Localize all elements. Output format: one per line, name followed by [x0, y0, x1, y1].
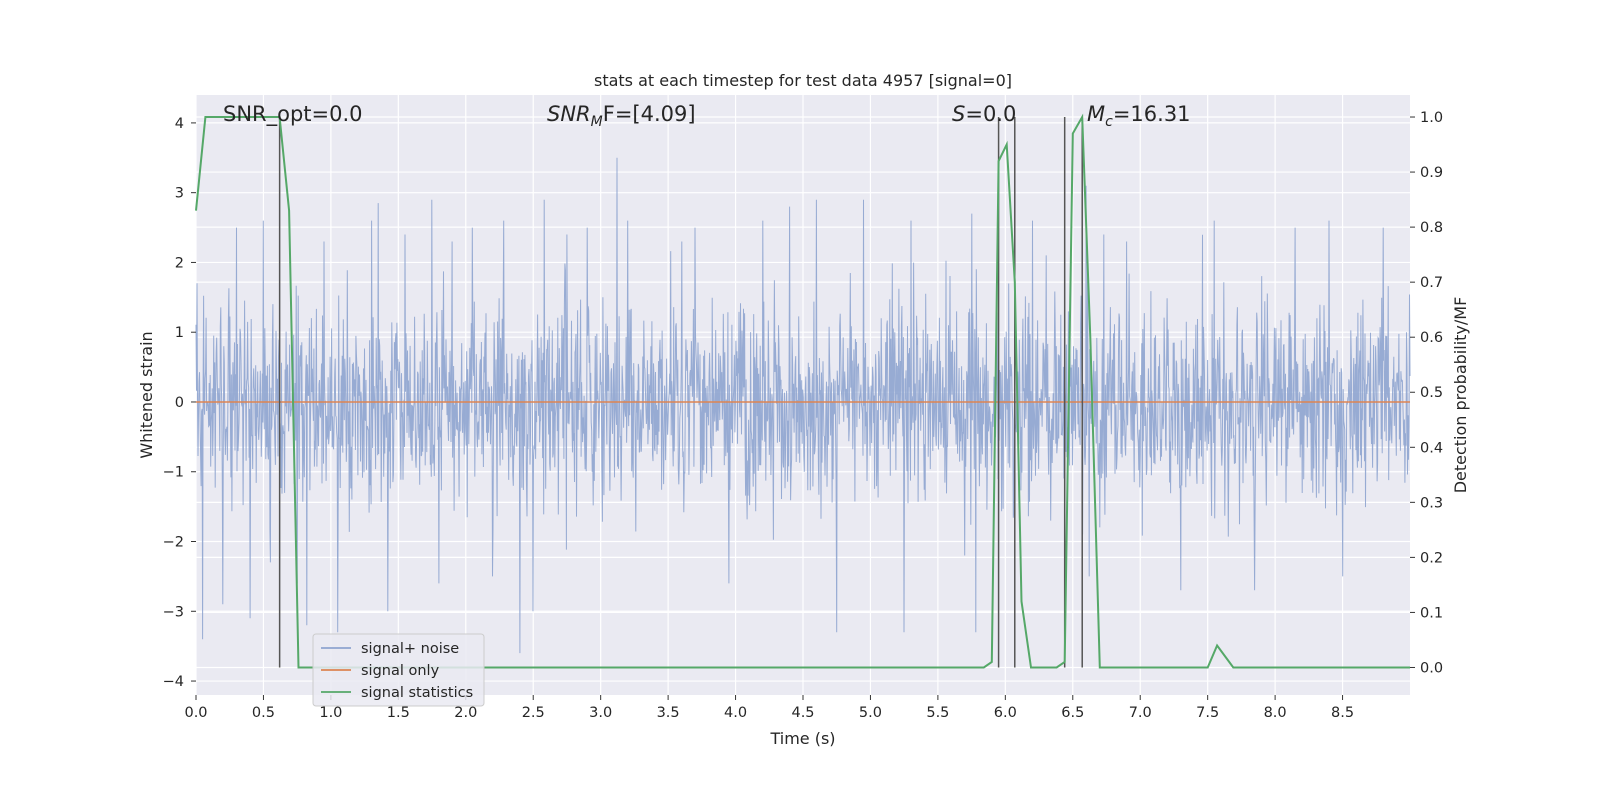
y-right-tick-label: 0.5 [1420, 385, 1443, 401]
x-tick-label: 1.5 [387, 705, 410, 721]
x-tick-label: 5.0 [859, 705, 882, 721]
y-tick-label: −1 [163, 465, 184, 481]
x-tick-label: 0.5 [252, 705, 275, 721]
x-tick-label: 8.0 [1264, 705, 1287, 721]
x-tick-label: 2.5 [522, 705, 545, 721]
y-tick-label: 1 [175, 325, 184, 341]
y-right-tick-label: 0.7 [1420, 275, 1443, 291]
y-right-tick-label: 1.0 [1420, 110, 1443, 126]
y-right-tick-label: 0.2 [1420, 550, 1443, 566]
y-axis-label: Whitened strain [137, 331, 156, 458]
x-tick-label: 3.5 [657, 705, 680, 721]
annotation-snr-mf: SNRMF=[4.09] [547, 102, 696, 130]
annotation-mc: Mc=16.31 [1087, 102, 1191, 130]
annotation-s-value: =0.0 [965, 102, 1016, 126]
line-signal-noise [195, 157, 1411, 654]
annotation-mc-sub: c [1105, 114, 1113, 130]
y-right-tick-label: 0.1 [1420, 605, 1443, 621]
y-tick-label: 3 [175, 186, 184, 202]
x-tick-label: 5.5 [926, 705, 949, 721]
chart-title: stats at each timestep for test data 495… [594, 71, 1012, 90]
annotation-snr-opt: SNR_opt=0.0 [223, 102, 363, 127]
x-tick-label: 0.0 [184, 705, 207, 721]
y-right-tick-label: 0.9 [1420, 165, 1443, 181]
x-tick-label: 4.5 [791, 705, 814, 721]
x-tick-label: 1.0 [319, 705, 342, 721]
annotation-s: S=0.0 [952, 102, 1016, 126]
x-tick-label: 3.0 [589, 705, 612, 721]
annotation-mc-value: =16.31 [1113, 102, 1191, 126]
series-signal-noise [195, 157, 1411, 654]
x-tick-label: 6.5 [1061, 705, 1084, 721]
y-tick-label: −4 [163, 674, 184, 690]
annotation-s-label: S [952, 102, 965, 126]
axes: 0.0 0.5 1.0 1.5 2.0 2.5 3.0 3.5 4.0 4.5 5.0 5.5 6.0 6… [163, 110, 1443, 721]
x-tick-label: 6.0 [994, 705, 1017, 721]
y-tick-label: −3 [163, 604, 184, 620]
annotation-mc-label: M [1087, 102, 1105, 126]
annotation-snr-mf-label: SNR [547, 102, 591, 126]
x-tick-label: 7.0 [1129, 705, 1152, 721]
x-tick-label: 8.5 [1331, 705, 1354, 721]
legend-label-signal-statistics: signal statistics [361, 685, 473, 701]
x-tick-label: 4.0 [724, 705, 747, 721]
legend-label-signal-noise: signal+ noise [361, 641, 459, 657]
y-right-tick-label: 0.6 [1420, 330, 1443, 346]
y-right-tick-label: 0.0 [1420, 660, 1443, 676]
x-tick-label: 2.0 [454, 705, 477, 721]
y-tick-label: −2 [163, 535, 184, 551]
series-signal-statistics [195, 113, 1410, 669]
y-right-tick-label: 0.3 [1420, 495, 1443, 511]
marker-lines [278, 117, 1083, 668]
y-tick-label: 2 [175, 255, 184, 271]
y-right-tick-label: 0.4 [1420, 440, 1443, 456]
legend-label-signal-only: signal only [361, 663, 440, 679]
x-axis-label: Time (s) [769, 729, 835, 748]
annotation-snr-mf-value: F=[4.09] [603, 102, 696, 126]
legend-box [312, 633, 485, 707]
y-right-tick-label: 0.8 [1420, 220, 1443, 236]
annotation-snr-mf-sub: M [591, 114, 603, 130]
x-tick-label: 7.5 [1196, 705, 1219, 721]
legend: signal+ noise signal only signal statist… [312, 633, 485, 707]
line-signal-statistics [195, 113, 1410, 669]
y-tick-label: 0 [175, 395, 184, 411]
y-tick-label: 4 [175, 116, 184, 132]
y-axis-right-label: Detection probability/MF [1451, 297, 1470, 494]
